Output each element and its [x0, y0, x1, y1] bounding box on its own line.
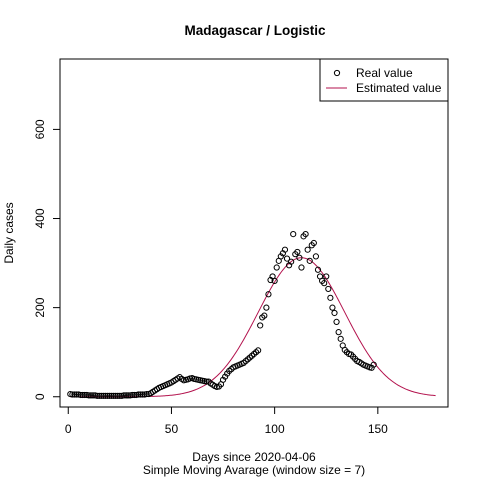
data-point — [296, 254, 303, 261]
data-point — [298, 264, 305, 271]
data-point — [131, 391, 138, 399]
x-axis: 0 50 100 150 — [65, 406, 388, 436]
x-tick-label: 50 — [165, 422, 179, 436]
real-series — [67, 231, 377, 399]
data-point — [89, 392, 97, 399]
data-point — [323, 273, 330, 280]
data-point — [125, 392, 132, 399]
data-point — [271, 277, 278, 284]
data-point — [139, 391, 146, 398]
data-point — [120, 392, 128, 399]
data-point — [312, 253, 320, 260]
data-point — [314, 266, 322, 273]
legend-box — [319, 58, 449, 102]
data-point — [370, 361, 377, 368]
data-point — [108, 392, 115, 399]
data-point — [306, 257, 313, 264]
data-point — [310, 239, 317, 247]
data-point — [71, 391, 78, 398]
data-point — [294, 248, 301, 256]
data-point — [94, 392, 101, 399]
data-point — [263, 304, 270, 311]
legend-marker-real — [333, 69, 341, 77]
data-point — [100, 392, 107, 399]
data-point — [337, 335, 344, 342]
x-axis-subtitle: Simple Moving Avarage (window size = 7) — [143, 463, 365, 477]
data-point — [110, 392, 117, 399]
data-point — [277, 253, 284, 260]
legend-label-estimated: Estimated value — [356, 81, 442, 95]
y-axis: 0 200 400 600 — [33, 119, 61, 400]
data-point — [98, 392, 105, 399]
legend: Real value Estimated value — [319, 58, 449, 102]
data-point — [261, 312, 268, 319]
data-point — [81, 391, 88, 399]
data-point — [122, 392, 130, 399]
estimated-series — [70, 257, 436, 398]
data-point — [273, 264, 280, 271]
data-point — [329, 304, 336, 311]
data-point — [116, 392, 123, 399]
data-point — [255, 347, 262, 354]
y-tick-label: 400 — [33, 208, 47, 228]
data-point — [302, 231, 309, 238]
data-point — [69, 391, 76, 398]
data-point — [77, 391, 84, 399]
x-tick-label: 150 — [368, 422, 388, 436]
y-tick-label: 200 — [33, 297, 47, 317]
x-tick-label: 0 — [65, 422, 72, 436]
data-point — [104, 392, 111, 399]
legend-label-real: Real value — [356, 66, 413, 80]
y-tick-label: 0 — [33, 393, 47, 400]
data-point — [114, 392, 121, 399]
data-point — [290, 231, 297, 238]
data-point — [257, 322, 264, 329]
data-point — [137, 391, 144, 398]
data-point — [106, 392, 113, 399]
chart-title: Madagascar / Logistic — [184, 23, 326, 38]
y-axis-label: Daily cases — [2, 202, 16, 263]
x-tick-label: 100 — [265, 422, 285, 436]
data-point — [85, 392, 92, 399]
data-point — [129, 391, 136, 399]
data-point — [135, 391, 142, 398]
data-point — [331, 309, 338, 317]
data-point — [112, 392, 119, 399]
data-point — [281, 246, 289, 253]
x-axis-label: Days since 2020-04-06 — [192, 450, 316, 464]
data-point — [222, 373, 229, 380]
data-point — [321, 280, 328, 287]
data-point — [325, 285, 332, 293]
data-point — [333, 318, 340, 325]
data-point — [304, 246, 311, 253]
y-tick-label: 600 — [33, 119, 47, 139]
data-point — [102, 392, 109, 399]
data-point — [87, 392, 95, 399]
data-point — [288, 258, 295, 265]
data-point — [283, 255, 291, 262]
data-point — [327, 294, 334, 301]
data-point — [143, 390, 150, 398]
data-point — [265, 291, 272, 298]
data-point — [79, 391, 86, 399]
data-point — [73, 391, 80, 398]
estimated-value-line — [70, 257, 436, 398]
data-point — [96, 392, 103, 399]
data-point — [335, 329, 342, 336]
data-point — [368, 364, 375, 371]
